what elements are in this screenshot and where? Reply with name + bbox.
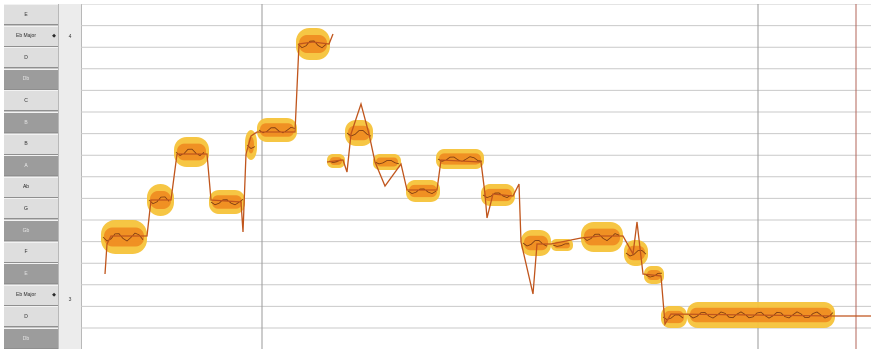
note-blob-core: [524, 235, 548, 251]
pitch-trace: [297, 40, 327, 49]
piano-key[interactable]: G: [4, 198, 58, 220]
note-blob-core: [104, 227, 144, 247]
piano-key-label: Db: [22, 76, 30, 83]
pitch-trace: [374, 159, 400, 165]
piano-key-label: Gb: [22, 227, 30, 234]
piano-key[interactable]: E: [4, 4, 58, 25]
pitch-trace: [625, 250, 647, 257]
piano-key[interactable]: Gb: [4, 220, 58, 241]
piano-key-label: F: [24, 249, 28, 256]
piano-key-label: Eb Major: [15, 33, 36, 40]
piano-key-label: Eb Major: [15, 292, 36, 299]
pitch-trace: [407, 188, 437, 195]
pitch-trace: [688, 311, 834, 319]
piano-key[interactable]: Ab: [4, 176, 58, 198]
pitch-trace: [210, 198, 244, 206]
piano-key[interactable]: A: [4, 155, 58, 177]
piano-key-label: C: [24, 97, 28, 104]
piano-key-label: B: [24, 141, 28, 148]
piano-key[interactable]: Eb Major ◆: [4, 284, 58, 306]
piano-key-label: D: [24, 313, 28, 320]
scale-marker: ◆: [52, 33, 56, 40]
note-blob-core: [439, 153, 481, 165]
pitch-trace: [645, 272, 663, 278]
note-blob-core: [409, 184, 437, 198]
note-grid-canvas[interactable]: [81, 4, 871, 349]
piano-key[interactable]: F: [4, 241, 58, 263]
piano-key-label: E: [24, 11, 28, 18]
note-blob-core: [212, 195, 242, 209]
piano-key[interactable]: D: [4, 47, 58, 69]
piano-key-label: Db: [22, 335, 30, 342]
scale-marker: ◆: [52, 292, 56, 299]
piano-key-label: E: [24, 270, 28, 277]
octave-column: 4 3: [58, 4, 82, 349]
note-grid[interactable]: [81, 4, 871, 349]
note-blob-core: [376, 157, 398, 167]
pitch-trace: [552, 243, 570, 247]
piano-key[interactable]: Eb Major ◆: [4, 25, 58, 47]
piano-key[interactable]: E: [4, 263, 58, 285]
octave-label: 3: [68, 297, 72, 303]
piano-key[interactable]: Db: [4, 328, 58, 349]
pitch-curve: [104, 33, 871, 327]
piano-key[interactable]: Db: [4, 68, 58, 90]
note-blob-core: [299, 35, 327, 53]
octave-label: 4: [68, 34, 72, 40]
pitch-trace: [482, 192, 512, 199]
piano-key-label: G: [24, 205, 28, 212]
pitch-trace: [662, 314, 684, 321]
pitch-trace: [175, 148, 205, 157]
piano-key[interactable]: B: [4, 133, 58, 155]
note-blob-core: [348, 125, 370, 141]
piano-key[interactable]: D: [4, 306, 58, 328]
piano-keyboard[interactable]: E Eb Major ◆ D Db C B B A Ab G Gb F E Eb Major ◆ D Db: [4, 4, 58, 349]
note-blob-core: [177, 143, 206, 161]
note-blob-core: [260, 123, 294, 137]
piano-key-label: Ab: [22, 184, 30, 191]
piano-key-label: D: [24, 54, 28, 61]
piano-key-label: B: [24, 119, 28, 126]
piano-key[interactable]: B: [4, 112, 58, 133]
piano-key[interactable]: C: [4, 90, 58, 112]
piano-key-label: A: [24, 162, 28, 169]
